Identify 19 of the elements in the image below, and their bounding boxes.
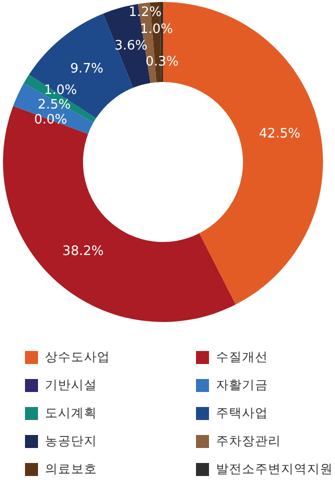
data-label: 42.5% (259, 126, 300, 142)
data-label: 2.5% (38, 98, 71, 113)
data-label: 0.3% (146, 54, 179, 70)
data-label: 3.6% (114, 38, 148, 54)
legend-label: 기반시설 (45, 376, 97, 394)
legend-label: 자활기금 (216, 376, 268, 394)
data-label: 38.2% (62, 244, 104, 259)
legend-label: 수질개선 (216, 348, 268, 366)
legend-label: 의료보호 (45, 460, 97, 478)
data-label: 9.7% (70, 62, 104, 77)
data-label: 1.0% (140, 22, 174, 37)
legend-label: 주택사업 (216, 404, 268, 422)
legend-label: 도시계획 (45, 404, 97, 422)
legend-label: 발전소주변지역지원 (216, 460, 333, 478)
data-label: 1.0% (44, 82, 77, 98)
legend-label: 상수도사업 (45, 348, 110, 366)
legend-label: 농공단지 (45, 432, 97, 450)
data-label: 1.2% (128, 5, 162, 20)
legend-label: 주차장관리 (216, 432, 281, 450)
